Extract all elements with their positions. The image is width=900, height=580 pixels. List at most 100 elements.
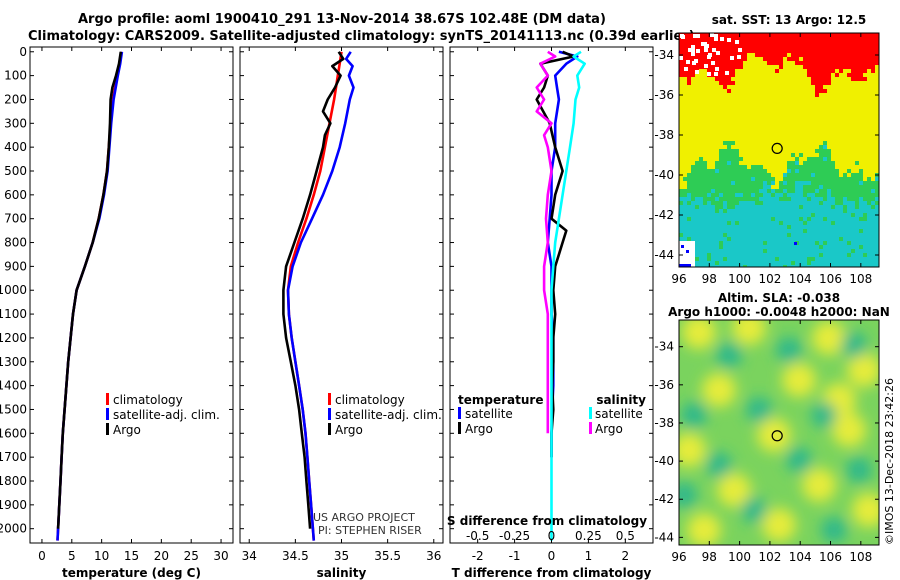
sst-cell <box>787 61 791 65</box>
sst-cell <box>795 141 799 145</box>
sst-cell <box>823 57 827 61</box>
sst-cell <box>723 85 727 89</box>
sst-cell <box>691 129 695 133</box>
sst-cell <box>695 165 699 169</box>
sst-cell <box>799 137 803 141</box>
sst-cell <box>695 149 699 153</box>
sst-cell <box>699 73 703 77</box>
sst-cell <box>807 121 811 125</box>
sst-cell <box>735 181 739 185</box>
sst-cell <box>715 181 719 185</box>
sst-cell <box>827 153 831 157</box>
sst-cell <box>851 233 855 237</box>
sst-cell <box>691 233 695 237</box>
sst-cell <box>719 49 723 53</box>
sst-cell <box>743 153 747 157</box>
sst-cell <box>827 77 831 81</box>
y-tick-label: 500 <box>4 164 27 178</box>
y-tick-label: 1900 <box>0 498 27 512</box>
sst-cell <box>811 261 815 265</box>
sst-cell <box>679 197 683 201</box>
sst-cell <box>735 121 739 125</box>
sst-cell <box>855 109 859 113</box>
sst-cell <box>679 165 683 169</box>
sst-cell <box>855 85 859 89</box>
sst-cell <box>703 73 707 77</box>
sst-cell <box>727 105 731 109</box>
sst-cell <box>747 125 751 129</box>
sst-cell <box>851 201 855 205</box>
sst-cell <box>727 205 731 209</box>
sst-cell <box>863 129 867 133</box>
sst-cell <box>835 257 839 261</box>
legend-swatch <box>106 393 109 405</box>
sst-cell <box>743 93 747 97</box>
sst-cell <box>795 105 799 109</box>
sst-cell <box>679 201 683 205</box>
sst-cell <box>703 81 707 85</box>
sst-cell <box>875 41 879 45</box>
sst-cell <box>871 121 875 125</box>
sst-cell <box>735 217 739 221</box>
sst-cell <box>835 193 839 197</box>
sst-cell <box>811 105 815 109</box>
series-group <box>535 50 587 541</box>
sst-cell <box>867 173 871 177</box>
sst-cell <box>707 197 711 201</box>
sst-cell <box>875 77 879 81</box>
sst-cell <box>699 149 703 153</box>
sst-cell <box>863 189 867 193</box>
sst-cell <box>867 245 871 249</box>
sst-cell <box>771 213 775 217</box>
sst-cell <box>735 209 739 213</box>
sst-cell <box>847 89 851 93</box>
sst-cell <box>703 89 707 93</box>
sst-corner <box>679 241 695 267</box>
sst-cell <box>811 65 815 69</box>
sst-cell <box>867 113 871 117</box>
sst-cell <box>707 145 711 149</box>
sst-cell <box>815 133 819 137</box>
sst-cell <box>759 109 763 113</box>
sst-cell <box>699 37 703 41</box>
sst-cell <box>687 57 691 61</box>
sst-cell <box>767 201 771 205</box>
sst-cell <box>775 45 779 49</box>
sst-cell <box>867 177 871 181</box>
sst-cell <box>759 221 763 225</box>
legend-label: climatology <box>335 393 405 407</box>
sst-cell <box>691 185 695 189</box>
sst-cell <box>819 141 823 145</box>
sst-cell <box>875 81 879 85</box>
sst-cell <box>739 253 743 257</box>
sst-cell <box>819 145 823 149</box>
sst-cell <box>759 81 763 85</box>
sst-cell <box>867 97 871 101</box>
sst-cell <box>779 49 783 53</box>
sst-cell <box>751 133 755 137</box>
sst-cell <box>723 217 727 221</box>
sst-cell <box>719 89 723 93</box>
sst-cell <box>747 97 751 101</box>
sst-cell <box>763 129 767 133</box>
sst-cell <box>855 89 859 93</box>
sst-cell <box>863 177 867 181</box>
sst-cell <box>783 157 787 161</box>
sst-cell <box>767 105 771 109</box>
sst-cell <box>867 37 871 41</box>
sst-cell <box>711 89 715 93</box>
sst-cell <box>823 233 827 237</box>
sst-cell <box>715 57 719 61</box>
sst-cell <box>723 177 727 181</box>
sst-cell <box>827 113 831 117</box>
sst-cell <box>747 141 751 145</box>
y-tick-label: 1100 <box>0 307 27 321</box>
sla-high-blob <box>682 320 716 349</box>
sst-cell <box>859 225 863 229</box>
sst-cell <box>835 157 839 161</box>
sst-cell <box>687 85 691 89</box>
sst-cell <box>699 237 703 241</box>
sst-cell <box>767 141 771 145</box>
sst-cell <box>823 121 827 125</box>
sst-cell <box>851 141 855 145</box>
